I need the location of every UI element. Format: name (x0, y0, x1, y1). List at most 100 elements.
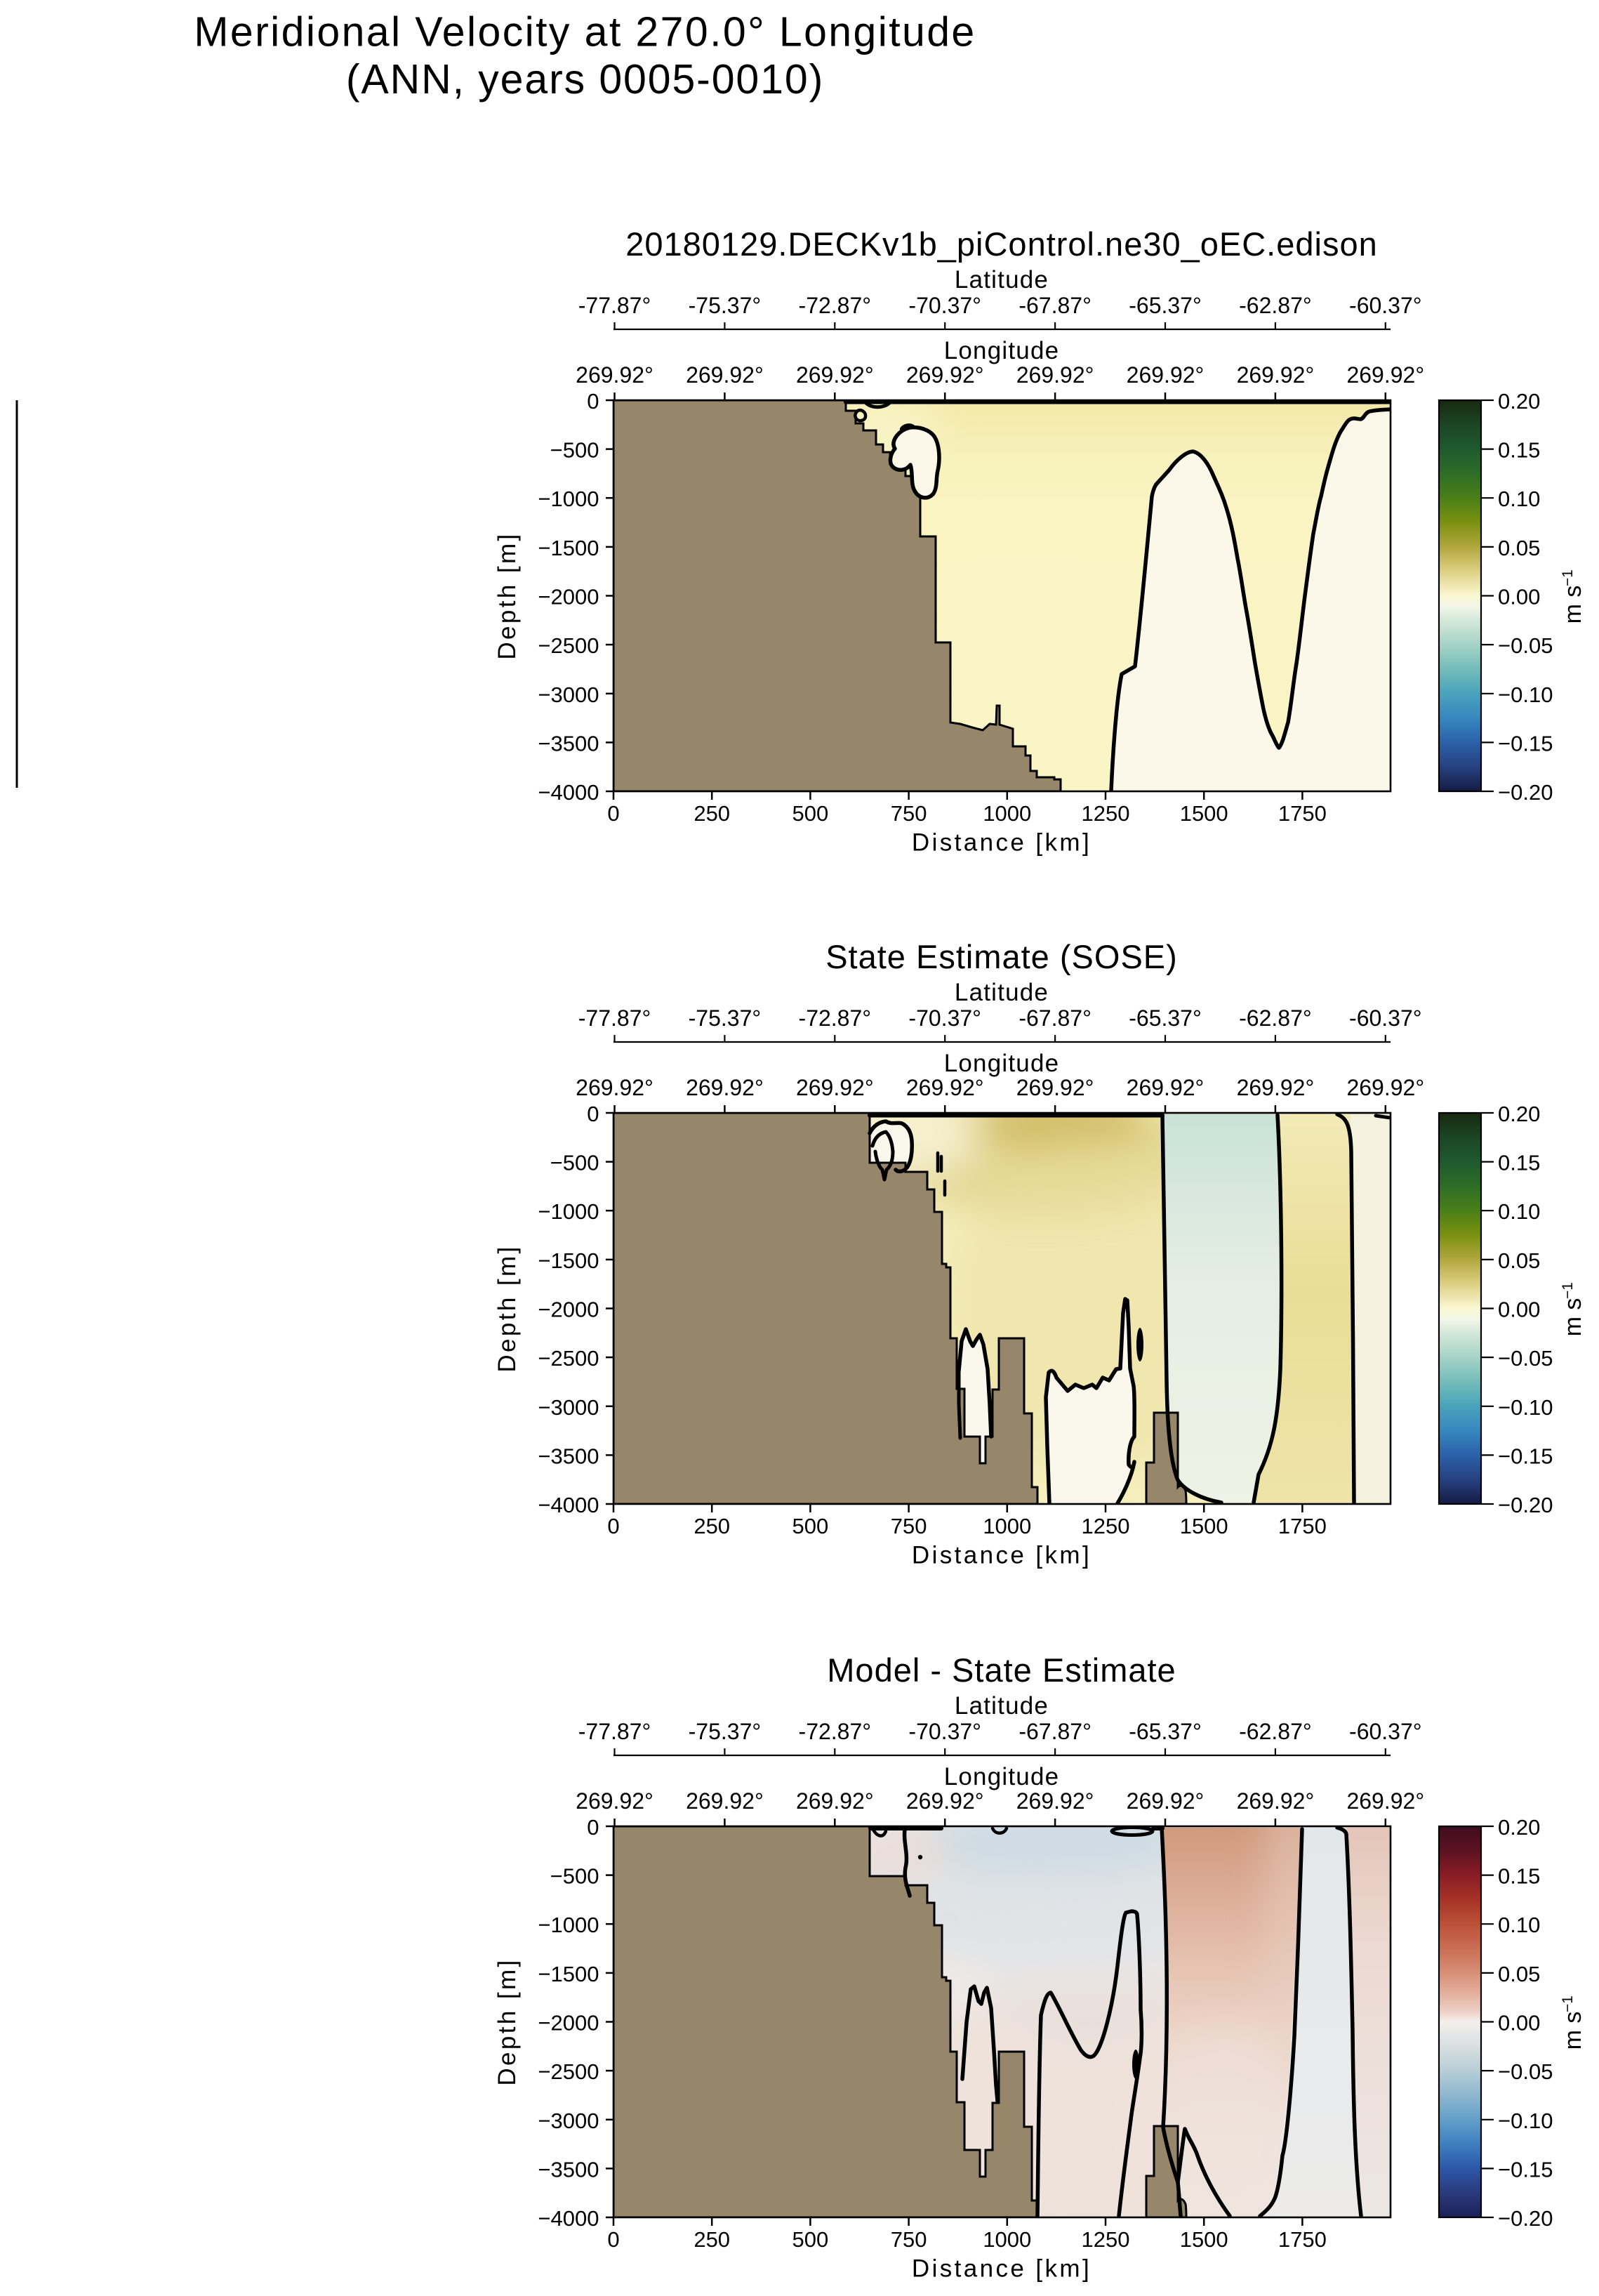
svg-text:-75.37°: -75.37° (689, 1005, 762, 1031)
svg-text:1500: 1500 (1180, 801, 1228, 826)
svg-text:−0.20: −0.20 (1498, 780, 1553, 805)
svg-text:-65.37°: -65.37° (1129, 1005, 1202, 1031)
svg-text:-65.37°: -65.37° (1129, 293, 1202, 318)
svg-text:−0.15: −0.15 (1498, 2157, 1553, 2182)
svg-text:269.92°: 269.92° (1016, 1075, 1094, 1100)
svg-text:−1000: −1000 (538, 1199, 599, 1224)
svg-text:-62.87°: -62.87° (1239, 293, 1312, 318)
svg-text:1750: 1750 (1278, 2227, 1327, 2252)
svg-text:-65.37°: -65.37° (1129, 1719, 1202, 1744)
svg-text:269.92°: 269.92° (1016, 1788, 1094, 1814)
svg-text:−3000: −3000 (538, 682, 599, 707)
svg-text:−0.15: −0.15 (1498, 731, 1553, 756)
svg-text:Longitude: Longitude (944, 1050, 1060, 1077)
svg-text:State Estimate (SOSE): State Estimate (SOSE) (825, 938, 1178, 975)
svg-text:Longitude: Longitude (944, 1763, 1060, 1790)
svg-text:1500: 1500 (1180, 1514, 1228, 1538)
svg-text:269.92°: 269.92° (686, 362, 764, 388)
svg-text:269.92°: 269.92° (1237, 1075, 1315, 1100)
svg-text:−3500: −3500 (538, 1444, 599, 1468)
svg-text:0.15: 0.15 (1498, 1151, 1540, 1175)
svg-text:−2000: −2000 (538, 2011, 599, 2036)
svg-text:Meridional Velocity at 270.0°: Meridional Velocity at 270.0° Longitude (194, 9, 976, 55)
svg-text:−1: −1 (1560, 1282, 1576, 1299)
svg-text:m s: m s (1560, 1298, 1586, 1337)
svg-text:0.20: 0.20 (1498, 389, 1540, 414)
svg-text:-62.87°: -62.87° (1239, 1719, 1312, 1744)
svg-text:1750: 1750 (1278, 801, 1327, 826)
svg-text:269.92°: 269.92° (1237, 362, 1315, 388)
svg-text:−2500: −2500 (538, 1346, 599, 1371)
svg-text:Latitude: Latitude (955, 1692, 1049, 1720)
svg-text:500: 500 (792, 1514, 829, 1538)
svg-text:−0.10: −0.10 (1498, 1395, 1553, 1420)
svg-text:750: 750 (891, 801, 927, 826)
svg-text:-67.87°: -67.87° (1019, 1005, 1092, 1031)
svg-text:−0.10: −0.10 (1498, 2109, 1553, 2133)
svg-text:0.10: 0.10 (1498, 487, 1540, 511)
svg-text:0.10: 0.10 (1498, 1913, 1540, 1937)
svg-text:0.00: 0.00 (1498, 2011, 1540, 2036)
svg-text:269.92°: 269.92° (1127, 1075, 1205, 1100)
svg-text:20180129.DECKv1b_piControl.ne3: 20180129.DECKv1b_piControl.ne30_oEC.edis… (625, 225, 1378, 263)
svg-text:-67.87°: -67.87° (1019, 1719, 1092, 1744)
svg-text:-72.87°: -72.87° (799, 1719, 872, 1744)
svg-text:−3000: −3000 (538, 2109, 599, 2133)
svg-text:1750: 1750 (1278, 1514, 1327, 1538)
svg-text:0.05: 0.05 (1498, 1962, 1540, 1986)
svg-text:0: 0 (587, 1815, 599, 1840)
svg-text:−0.20: −0.20 (1498, 1493, 1553, 1517)
svg-text:0.05: 0.05 (1498, 536, 1540, 560)
svg-text:−3500: −3500 (538, 731, 599, 756)
svg-text:269.92°: 269.92° (576, 1075, 653, 1100)
svg-text:0.00: 0.00 (1498, 585, 1540, 609)
svg-text:Distance [km]: Distance [km] (912, 1542, 1092, 1569)
svg-text:−4000: −4000 (538, 1493, 599, 1517)
svg-text:−500: −500 (550, 1864, 599, 1889)
svg-text:−0.05: −0.05 (1498, 1346, 1553, 1371)
svg-text:1250: 1250 (1082, 1514, 1130, 1538)
svg-text:−0.15: −0.15 (1498, 1444, 1553, 1468)
svg-text:−1000: −1000 (538, 487, 599, 511)
svg-text:-70.37°: -70.37° (908, 293, 981, 318)
svg-text:0.00: 0.00 (1498, 1298, 1540, 1322)
svg-text:269.92°: 269.92° (1016, 362, 1094, 388)
svg-text:−1500: −1500 (538, 1248, 599, 1273)
svg-text:-62.87°: -62.87° (1239, 1005, 1312, 1031)
svg-text:-75.37°: -75.37° (689, 293, 762, 318)
svg-text:269.92°: 269.92° (796, 1075, 874, 1100)
svg-text:0.10: 0.10 (1498, 1199, 1540, 1224)
svg-text:1000: 1000 (983, 801, 1031, 826)
svg-text:0: 0 (607, 2227, 619, 2252)
svg-text:−3500: −3500 (538, 2157, 599, 2182)
svg-text:m s: m s (1560, 2012, 1586, 2050)
svg-text:0.15: 0.15 (1498, 438, 1540, 463)
svg-text:269.92°: 269.92° (686, 1075, 764, 1100)
svg-text:0: 0 (587, 1102, 599, 1126)
svg-text:Latitude: Latitude (955, 266, 1049, 293)
svg-text:-67.87°: -67.87° (1019, 293, 1092, 318)
svg-text:-72.87°: -72.87° (799, 293, 872, 318)
svg-text:269.92°: 269.92° (686, 1788, 764, 1814)
svg-text:500: 500 (792, 2227, 829, 2252)
svg-text:−2000: −2000 (538, 585, 599, 609)
svg-text:-70.37°: -70.37° (908, 1005, 981, 1031)
svg-text:0.15: 0.15 (1498, 1864, 1540, 1889)
svg-text:-77.87°: -77.87° (578, 1005, 651, 1031)
svg-text:-77.87°: -77.87° (578, 1719, 651, 1744)
svg-text:0: 0 (587, 389, 599, 414)
svg-text:269.92°: 269.92° (576, 362, 653, 388)
svg-text:-60.37°: -60.37° (1349, 1005, 1422, 1031)
svg-text:−2500: −2500 (538, 2059, 599, 2084)
svg-text:269.92°: 269.92° (906, 1788, 984, 1814)
svg-text:−500: −500 (550, 438, 599, 463)
svg-text:269.92°: 269.92° (906, 362, 984, 388)
svg-text:-77.87°: -77.87° (578, 293, 651, 318)
svg-text:1500: 1500 (1180, 2227, 1228, 2252)
svg-text:0.20: 0.20 (1498, 1102, 1540, 1126)
svg-text:250: 250 (694, 801, 730, 826)
svg-text:1000: 1000 (983, 2227, 1031, 2252)
svg-text:−3000: −3000 (538, 1395, 599, 1420)
svg-text:Distance [km]: Distance [km] (912, 829, 1092, 857)
svg-text:−2500: −2500 (538, 633, 599, 658)
